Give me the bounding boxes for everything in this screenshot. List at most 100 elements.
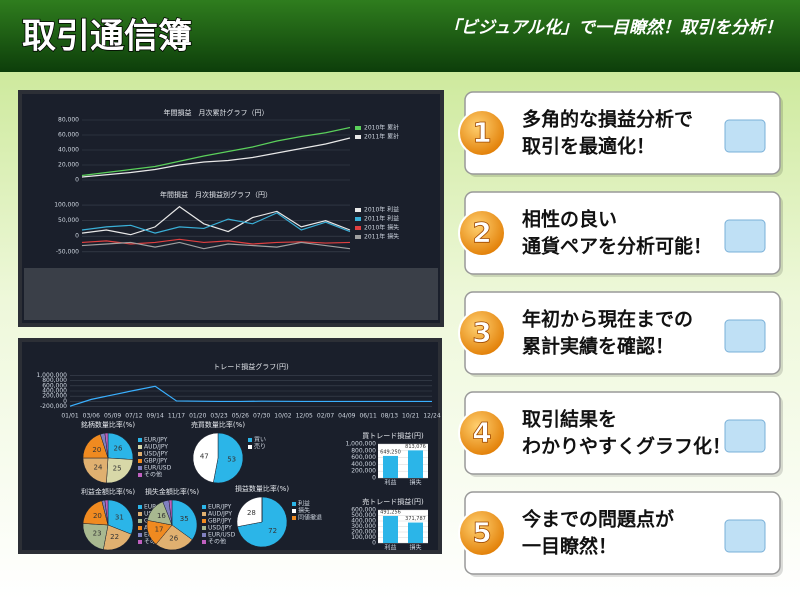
slice-label: 23: [93, 529, 102, 537]
feature-text: 取引結果を: [522, 408, 617, 431]
y-tick-label: 60,000: [58, 132, 79, 139]
x-tick-label: 07/12: [125, 413, 142, 420]
legend-label: その他: [144, 471, 162, 479]
pie-slice: [155, 524, 193, 551]
legend-label: USD/JPY: [144, 451, 168, 458]
legend-label: GBP/JPY: [208, 518, 232, 525]
feature-icon: [724, 119, 766, 153]
number-badge: [458, 409, 506, 457]
series-line: [81, 137, 351, 178]
legend-swatch: [355, 235, 361, 239]
pie-slice: [106, 457, 134, 484]
y-tick-label: 50,000: [58, 217, 79, 224]
x-tick-label: 利益: [384, 479, 396, 487]
legend-swatch: [138, 519, 142, 523]
y-tick-label: 1,000,000: [36, 372, 67, 379]
legend-swatch: [138, 473, 142, 477]
legend-swatch: [202, 526, 206, 530]
legend-swatch: [138, 466, 142, 470]
legend-swatch: [355, 126, 361, 130]
x-tick-label: 10/21: [402, 413, 419, 420]
legend-label: 利益: [298, 500, 310, 508]
y-tick-label: 200,000: [42, 393, 67, 400]
y-tick-label: 800,000: [42, 377, 67, 384]
x-tick-label: 12/24: [423, 413, 440, 420]
header-bar: [0, 0, 800, 72]
legend-swatch: [248, 438, 252, 442]
slice-label: 31: [115, 513, 124, 521]
legend-label: EUR/JPY: [208, 504, 232, 511]
y-tick-label: 20,000: [58, 162, 79, 169]
chart-title: 売買数量比率(%): [191, 420, 245, 429]
chart-title: 年間損益 月次損益別グラフ（円）: [160, 190, 272, 199]
x-tick-label: 09/14: [147, 413, 164, 420]
pie-slice: [213, 432, 244, 484]
slice-label: 26: [114, 445, 123, 453]
legend-swatch: [138, 512, 142, 516]
x-tick-label: 11/17: [168, 413, 185, 420]
y-tick-label: 400,000: [42, 388, 67, 395]
x-tick-label: 損失: [409, 544, 421, 552]
slice-label: 22: [110, 533, 119, 541]
feature-text: 取引を最適化！: [522, 135, 655, 158]
x-tick-label: 01/01: [61, 413, 78, 420]
slice-label: 35: [180, 515, 189, 523]
legend-swatch: [138, 540, 142, 544]
series-line: [81, 241, 351, 250]
tagline: 「ビジュアル化」で一目瞭然！取引を分析！: [444, 18, 782, 38]
y-tick-label: 0: [372, 475, 376, 482]
legend-swatch: [355, 208, 361, 212]
pie-slice: [107, 499, 134, 535]
legend-label: 2011年 損失: [364, 233, 399, 241]
y-tick-label: 0: [63, 398, 67, 405]
slice-label: 17: [155, 526, 164, 534]
feature-text: 多角的な損益分析で: [522, 108, 693, 131]
legend-swatch: [355, 217, 361, 221]
chart-title: 年間損益 月次累計グラフ（円）: [164, 108, 269, 117]
legend-swatch: [138, 459, 142, 463]
pie-slice: [236, 496, 263, 527]
y-tick-label: -50,000: [56, 248, 79, 255]
legend-swatch: [202, 512, 206, 516]
y-tick-label: 0: [75, 233, 79, 240]
value-label: 813,076: [405, 444, 426, 450]
legend-swatch: [138, 438, 142, 442]
value-label: 649,250: [380, 449, 401, 455]
feature-text: 相性の良い: [522, 208, 617, 231]
slice-label: 20: [93, 512, 102, 520]
pie-slice: [171, 499, 198, 541]
slice-label: 47: [200, 453, 209, 461]
series-line: [81, 212, 351, 234]
x-tick-label: 04/09: [338, 413, 355, 420]
feature-icon: [724, 219, 766, 253]
x-tick-label: 02/07: [317, 413, 334, 420]
legend-swatch: [355, 226, 361, 230]
title: 取引通信簿: [22, 17, 192, 57]
y-tick-label: 0: [372, 540, 376, 547]
x-tick-label: 利益: [384, 544, 396, 552]
series-line: [81, 205, 351, 236]
x-tick-label: 03/23: [210, 413, 227, 420]
y-tick-label: 200,000: [351, 468, 376, 475]
legend-swatch: [292, 502, 296, 506]
y-tick-label: 1,000,000: [345, 441, 376, 448]
x-tick-label: 07/30: [253, 413, 270, 420]
y-tick-label: 400,000: [351, 461, 376, 468]
legend-label: 2010年 利益: [364, 206, 399, 214]
legend-swatch: [202, 533, 206, 537]
chart-title: 銘柄数量比率(%): [81, 420, 135, 429]
pie-slice: [82, 457, 109, 484]
slice-label: 28: [247, 509, 256, 517]
bar: [408, 522, 423, 543]
pie-slice: [104, 499, 109, 526]
feature-number: 5: [472, 516, 491, 549]
legend-label: AUD/JPY: [144, 444, 168, 451]
chart-title: トレード損益グラフ(円): [213, 362, 289, 371]
pie-slice: [192, 432, 219, 483]
feature-text: わかりやすくグラフ化！: [522, 435, 731, 458]
legend-swatch: [138, 445, 142, 449]
feature-icon: [724, 319, 766, 353]
legend-label: 同値撤退: [298, 514, 322, 522]
y-tick-label: 800,000: [351, 447, 376, 454]
